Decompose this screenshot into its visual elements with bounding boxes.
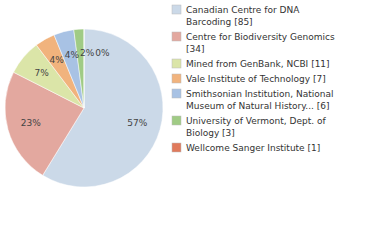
data-labels: 57%23%7%4%4%2%0% xyxy=(21,48,148,128)
legend-label: Smithsonian Institution, NationalMuseum … xyxy=(186,89,333,111)
pie xyxy=(5,29,163,187)
legend-label: Vale Institute of Technology [7] xyxy=(186,74,326,84)
legend-swatch xyxy=(172,116,181,125)
legend-label: Mined from GenBank, NCBI [11] xyxy=(186,59,330,69)
data-label: 4% xyxy=(49,55,64,65)
legend-label: University of Vermont, Dept. ofBiology [… xyxy=(186,116,326,138)
chart: 57%23%7%4%4%2%0%Canadian Centre for DNAB… xyxy=(0,0,380,240)
data-label: 2% xyxy=(80,48,95,58)
legend-swatch xyxy=(172,32,181,41)
legend-swatch xyxy=(172,59,181,68)
data-label: 7% xyxy=(34,68,49,78)
legend-swatch xyxy=(172,143,181,152)
data-label: 57% xyxy=(127,118,147,128)
data-label: 0% xyxy=(95,48,110,58)
pie-slice xyxy=(84,29,85,108)
pie-slice xyxy=(54,30,84,108)
legend-swatch xyxy=(172,5,181,14)
legend: Canadian Centre for DNABarcoding [85] Cen… xyxy=(172,5,335,153)
legend-label: Centre for Biodiversity Genomics[34] xyxy=(186,32,335,54)
legend-label: Wellcome Sanger Institute [1] xyxy=(186,143,320,153)
legend-label: Canadian Centre for DNABarcoding [85] xyxy=(186,5,300,27)
pie-slice xyxy=(74,29,84,108)
data-label: 23% xyxy=(21,118,41,128)
legend-swatch xyxy=(172,89,181,98)
legend-swatch xyxy=(172,74,181,83)
data-label: 4% xyxy=(65,50,80,60)
